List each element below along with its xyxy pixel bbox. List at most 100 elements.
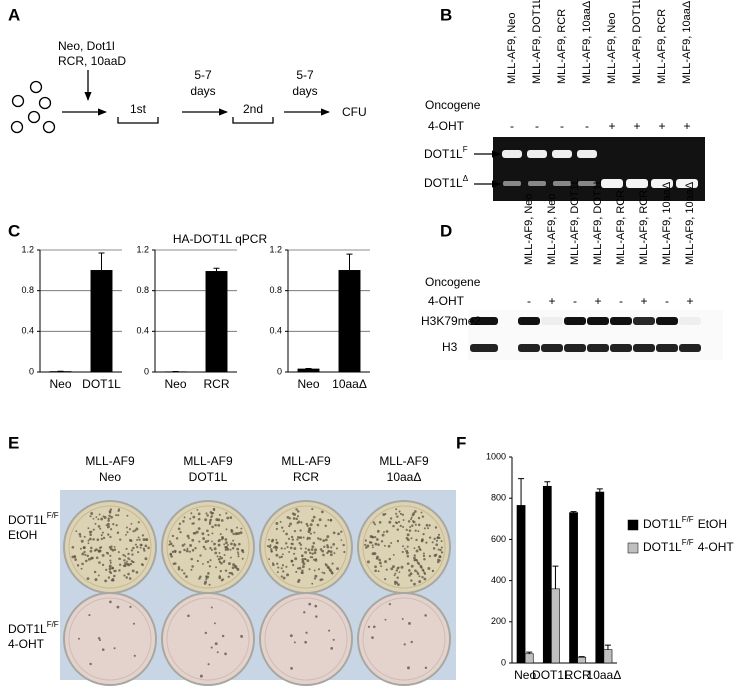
colony [99, 546, 102, 549]
colony [375, 538, 379, 541]
colony [434, 526, 438, 529]
column-label: MLL-AF9 [379, 454, 429, 468]
colony [109, 535, 112, 539]
colony [392, 565, 395, 569]
colony [242, 551, 245, 554]
colony [313, 577, 316, 580]
colony [225, 528, 228, 531]
colony [399, 512, 402, 515]
colony [225, 512, 228, 515]
colony [123, 574, 126, 577]
label-superscript: F/F [47, 620, 59, 629]
colony [314, 574, 318, 578]
colony [229, 548, 232, 551]
colony [296, 567, 300, 570]
plate-rim [362, 505, 446, 589]
lane-label: MLL-AF9, 10aaΔ [684, 181, 696, 265]
colony [266, 545, 269, 548]
bar [297, 368, 320, 373]
lane-label: MLL-AF9, RCR [656, 9, 668, 84]
colony [104, 579, 108, 583]
colony [78, 532, 82, 536]
colony [308, 527, 312, 531]
colony [291, 512, 295, 515]
colony [421, 515, 425, 518]
plate [161, 592, 255, 686]
colony [399, 524, 402, 528]
colony [223, 559, 226, 562]
gel-band [552, 150, 572, 158]
colony [134, 529, 137, 532]
colony [142, 538, 146, 542]
colony [436, 560, 440, 564]
colony [440, 546, 443, 549]
colony [435, 539, 438, 542]
colony [383, 544, 386, 547]
colony [217, 543, 221, 547]
colony [218, 513, 221, 517]
label-superscript: F/F [682, 538, 694, 547]
plate-rim [264, 597, 348, 681]
colony [221, 634, 225, 638]
colony [130, 549, 134, 552]
colony [97, 525, 101, 528]
colony [311, 552, 314, 555]
lane-label: MLL-AF9, DOT1L [531, 0, 543, 84]
y-tick-label: 0.4 [21, 326, 34, 336]
colony [101, 553, 105, 557]
colony [139, 546, 142, 549]
colony [302, 536, 305, 539]
colony [82, 546, 86, 549]
colony [220, 579, 224, 582]
colony [372, 521, 375, 524]
colony [329, 518, 333, 522]
colony [408, 569, 411, 572]
label-treatment: EtOH [8, 528, 37, 542]
colony [281, 564, 285, 567]
colony [119, 538, 122, 541]
colony [113, 647, 116, 650]
treatment-sign: - [619, 294, 623, 308]
error-bar [578, 656, 585, 658]
colony [413, 556, 416, 560]
colony [417, 545, 421, 549]
error-bar [518, 478, 525, 506]
colony [99, 527, 102, 530]
colony [378, 561, 382, 565]
colony [373, 523, 377, 526]
colony [183, 572, 186, 575]
colony [435, 553, 438, 556]
colony [234, 565, 238, 569]
colony [436, 536, 439, 538]
colony [137, 521, 140, 524]
colony [214, 642, 218, 646]
colony [98, 549, 102, 553]
colony [417, 523, 421, 527]
colony [213, 547, 217, 551]
colony [364, 539, 367, 542]
colony [205, 578, 208, 581]
plate-rim [68, 505, 152, 589]
colony [100, 534, 103, 537]
colony [314, 548, 318, 552]
colony [79, 535, 82, 538]
colony [198, 540, 201, 543]
colony [366, 560, 370, 564]
colony [94, 578, 98, 582]
colony [76, 564, 80, 567]
colony [305, 522, 309, 526]
colony [331, 562, 334, 565]
colony [185, 575, 188, 578]
blot-band [470, 344, 498, 352]
colony [316, 523, 320, 527]
colony [115, 524, 118, 527]
colony [224, 548, 227, 552]
bar [524, 653, 534, 664]
colony [371, 636, 374, 639]
error-bar [213, 267, 220, 272]
colony [293, 547, 297, 550]
colony [402, 519, 405, 522]
colony [408, 621, 411, 625]
treatment-sign: - [560, 119, 564, 133]
colony [96, 538, 100, 542]
